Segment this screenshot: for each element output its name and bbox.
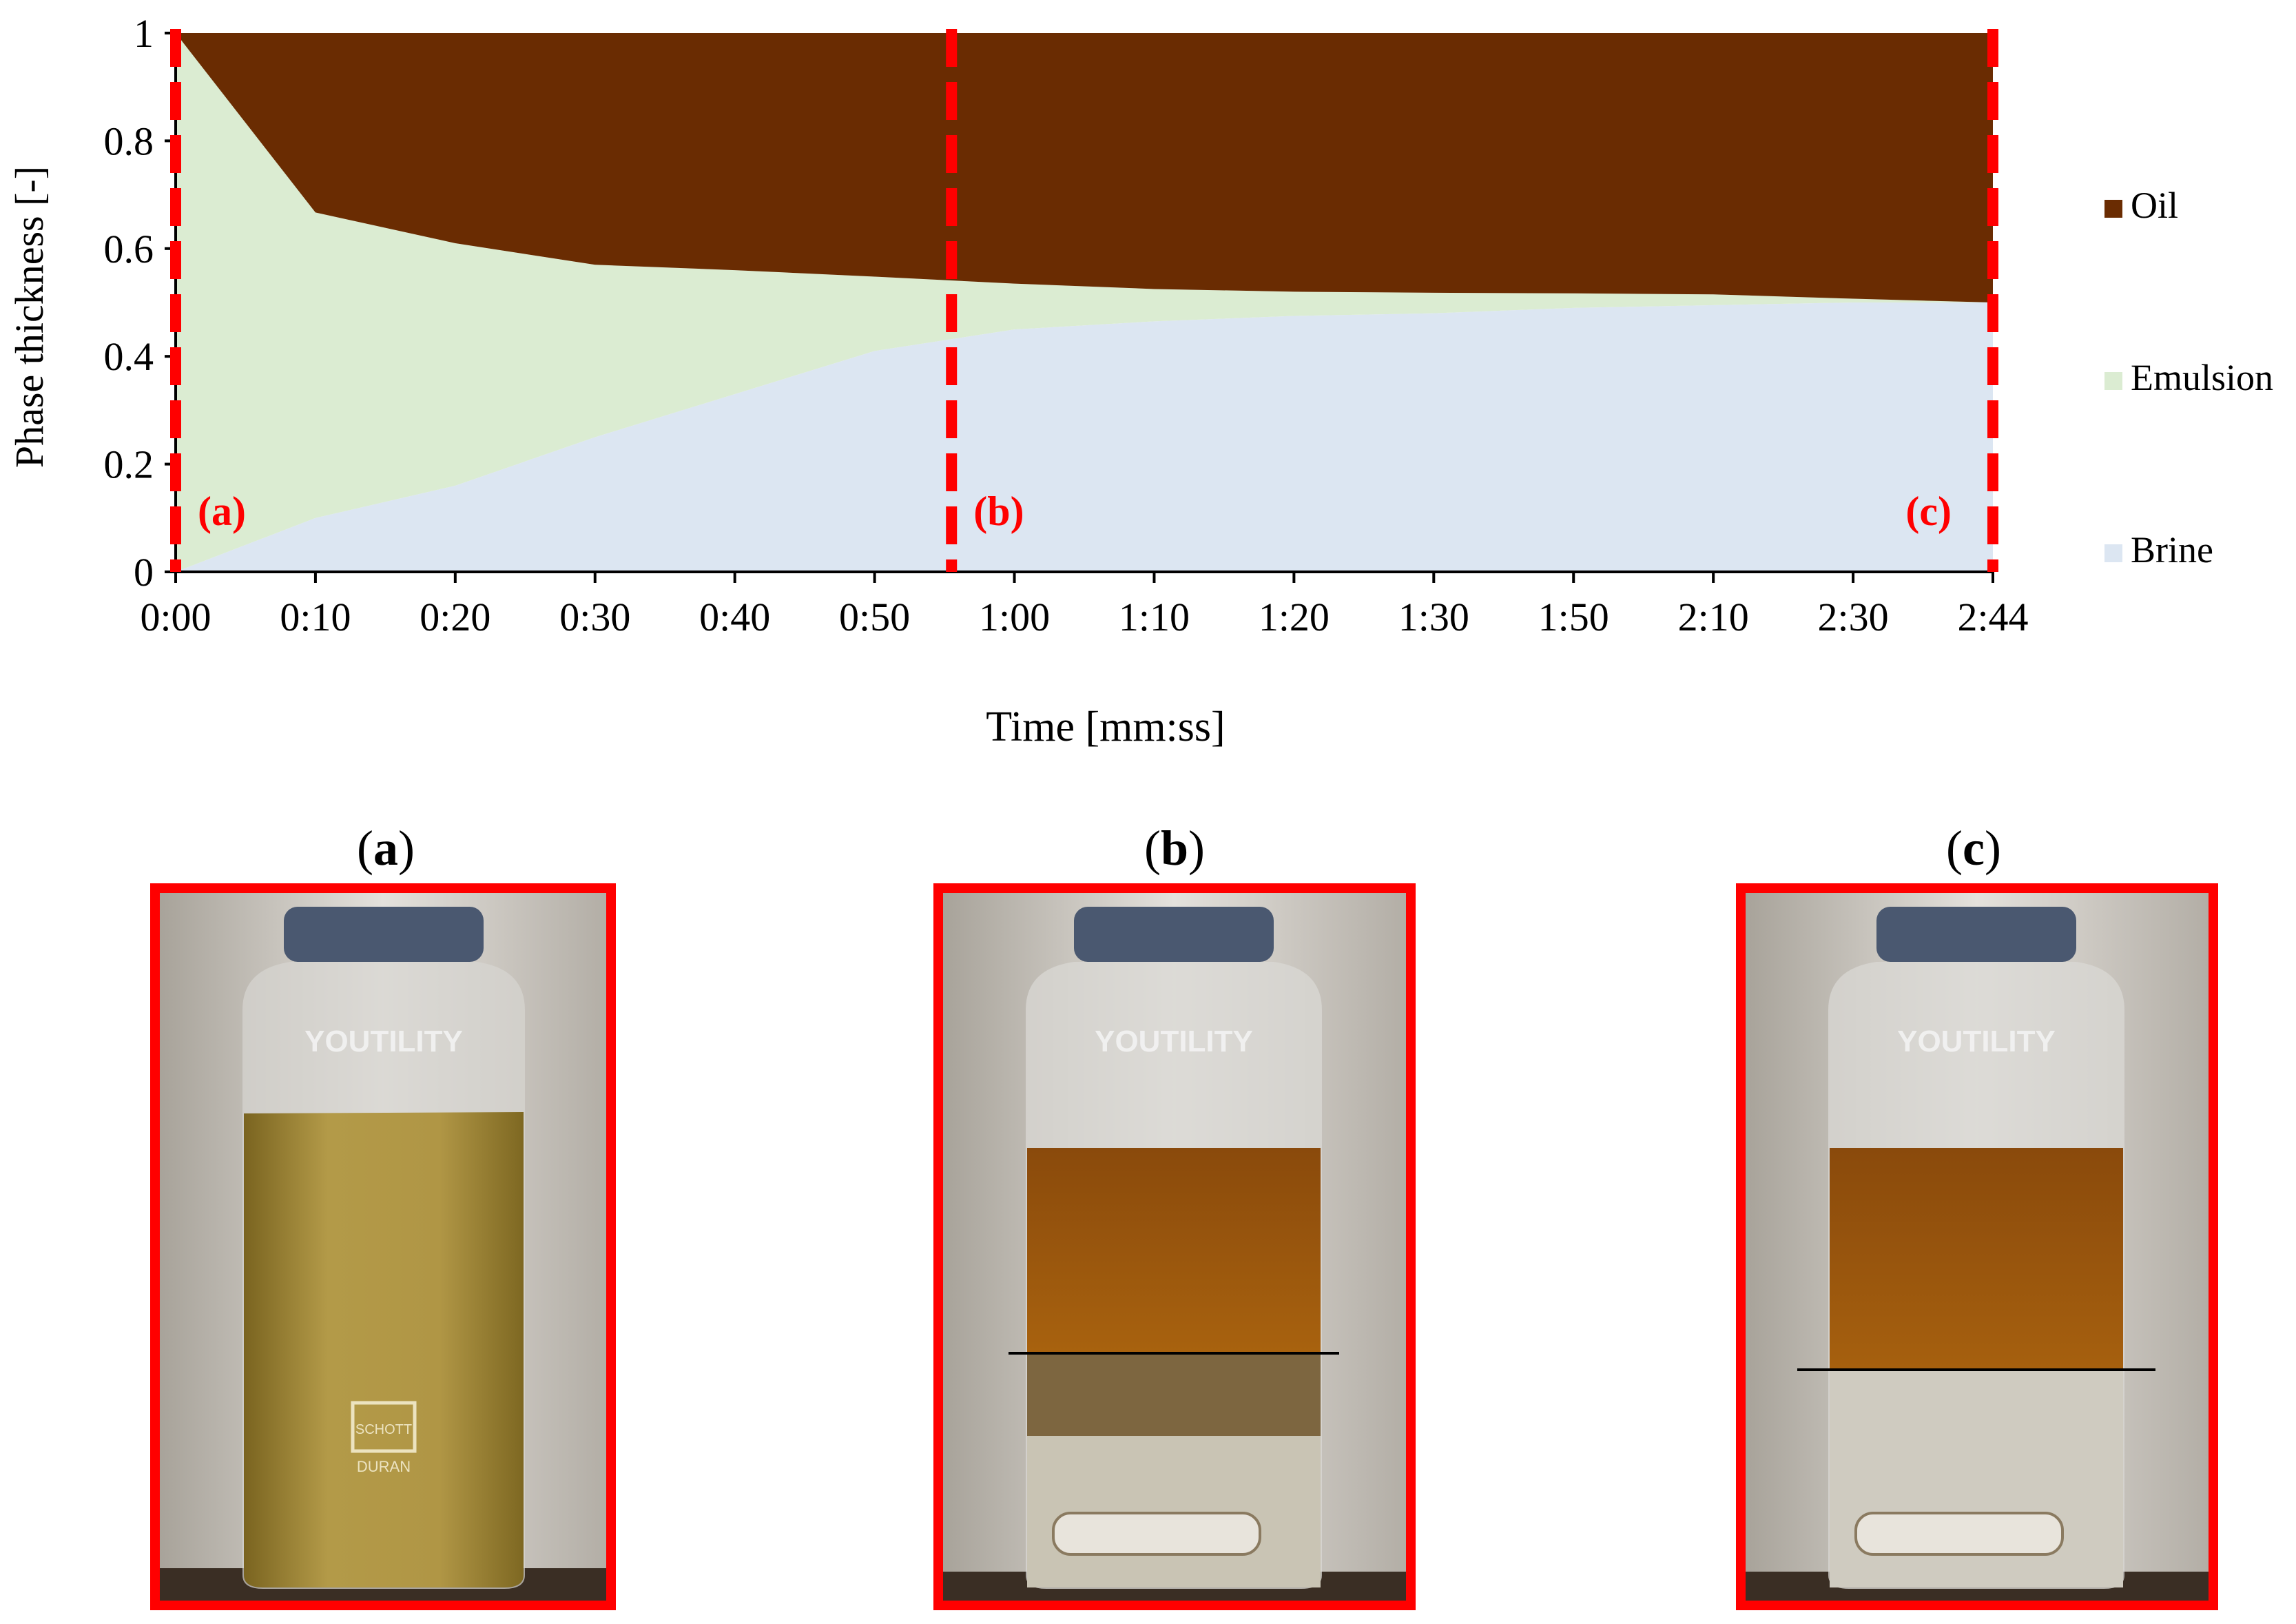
y-tick-label: 0.2 [104, 442, 154, 487]
y-tick-label: 0 [134, 550, 154, 595]
y-tick-label: 0.4 [104, 334, 154, 379]
legend-label: Emulsion [2131, 357, 2273, 398]
photo-a-title-close: ) [398, 821, 415, 876]
jar-c-brand: YOUTILITY [1897, 1025, 2056, 1058]
photo-c-frame: YOUTILITY [1736, 883, 2218, 1610]
x-tick-label: 0:20 [420, 595, 490, 639]
x-tick-label: 0:10 [280, 595, 351, 639]
x-tick-label: 0:30 [559, 595, 630, 639]
jar-a-brand: YOUTILITY [304, 1025, 463, 1058]
marker-label: (c) [1905, 489, 1952, 534]
marker-lines: (a) (b) (c) [170, 29, 1998, 572]
legend-swatch [2104, 200, 2122, 218]
photo-a-title-letter: a [373, 821, 398, 876]
legend-swatch [2104, 372, 2122, 390]
marker-label: (a) [198, 489, 246, 534]
legend-swatch [2104, 544, 2122, 562]
legend-label: Oil [2131, 185, 2178, 226]
x-tick-label: 1:00 [979, 595, 1050, 639]
area-oil [176, 33, 1993, 302]
tick-labels: 0 0.2 0.4 0.6 0.8 1 0:00 0:10 0:20 0:30 0:40 0:50 1:… [104, 11, 2029, 639]
x-tick-label: 0:00 [140, 595, 211, 639]
jar-a-image: YOUTILITY SCHOTT DURAN [160, 893, 606, 1601]
photo-c-title: (c) [1870, 820, 2077, 877]
x-tick-label: 2:10 [1678, 595, 1749, 639]
y-tick-label: 0.6 [104, 227, 154, 271]
marker-label: (b) [973, 489, 1024, 534]
x-tick-label: 1:20 [1259, 595, 1330, 639]
legend: Oil Emulsion Brine [2104, 185, 2273, 571]
photo-a-frame: YOUTILITY SCHOTT DURAN [150, 883, 616, 1610]
y-tick-label: 0.8 [104, 119, 154, 163]
jar-b-image: YOUTILITY [943, 893, 1406, 1601]
photo-c-title-open: ( [1946, 821, 1963, 876]
photo-b-title-letter: b [1160, 821, 1189, 876]
x-tick-label: 0:50 [839, 595, 910, 639]
x-tick-label: 2:44 [1957, 595, 2028, 639]
y-tick-label: 1 [134, 11, 154, 56]
x-axis-title: Time [mm:ss] [986, 703, 1225, 750]
photo-c-title-letter: c [1963, 821, 1985, 876]
x-tick-label: 2:30 [1818, 595, 1889, 639]
jar-b-brand: YOUTILITY [1095, 1025, 1253, 1058]
jar-c-image: YOUTILITY [1746, 893, 2209, 1601]
x-tick-label: 1:50 [1538, 595, 1609, 639]
photo-c-title-close: ) [1984, 821, 2001, 876]
legend-label: Brine [2131, 529, 2213, 571]
photo-b-title: (b) [1071, 820, 1278, 877]
photo-b-title-close: ) [1188, 821, 1205, 876]
area-brine [176, 302, 1993, 572]
phase-thickness-chart: (a) (b) (c) 0 0.2 0.4 0.6 0.8 1 0:00 0:10 0:20 0:30… [7, 11, 2273, 750]
x-tick-label: 0:40 [699, 595, 770, 639]
jar-a-logo-top: SCHOTT [355, 1422, 412, 1437]
photo-a-title: (a) [282, 820, 489, 877]
area-layers [176, 33, 1993, 572]
photo-a-title-open: ( [357, 821, 373, 876]
area-emulsion [176, 33, 1993, 572]
x-tick-label: 1:10 [1119, 595, 1190, 639]
photo-b-title-open: ( [1144, 821, 1161, 876]
photo-b-frame: YOUTILITY [933, 883, 1416, 1610]
x-tick-label: 1:30 [1398, 595, 1469, 639]
jar-a-logo-bottom: DURAN [357, 1458, 411, 1475]
y-axis-title: Phase thickness [-] [7, 166, 52, 468]
